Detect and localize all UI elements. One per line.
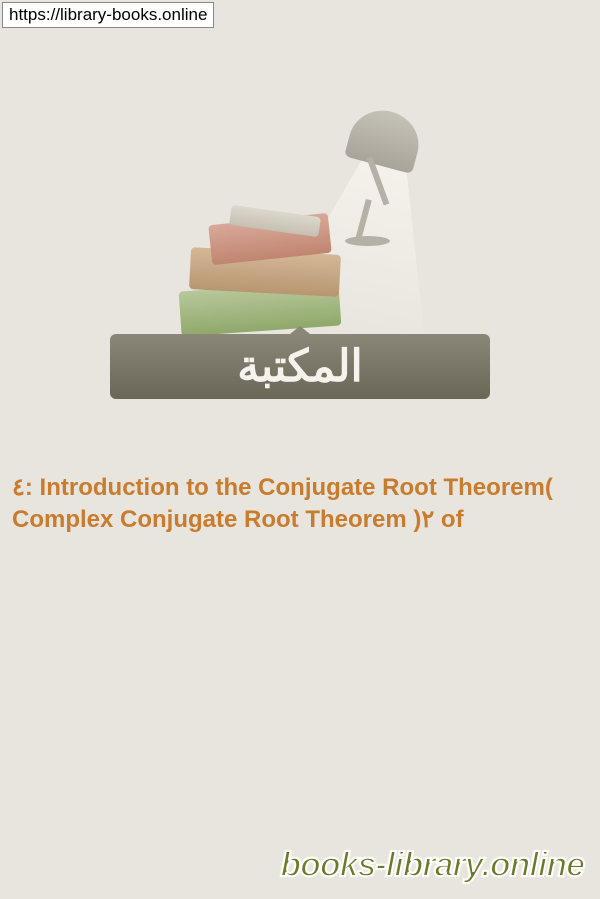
page-title: ٤: Introduction to the Conjugate Root Th… — [12, 472, 588, 537]
footer-watermark: books-library.online — [280, 846, 584, 885]
title-line-1: ٤: Introduction to the Conjugate Root Th… — [12, 474, 553, 501]
title-line-2: Complex Conjugate Root Theorem )٢ of — [12, 506, 464, 533]
logo-area: المكتبة — [0, 26, 600, 456]
library-logo: المكتبة — [100, 71, 500, 411]
desk-lamp-icon — [300, 111, 420, 211]
arabic-banner: المكتبة — [100, 331, 500, 401]
url-bar: https://library-books.online — [2, 2, 214, 28]
arabic-label: المكتبة — [237, 341, 363, 392]
books-stack-icon — [160, 201, 360, 331]
